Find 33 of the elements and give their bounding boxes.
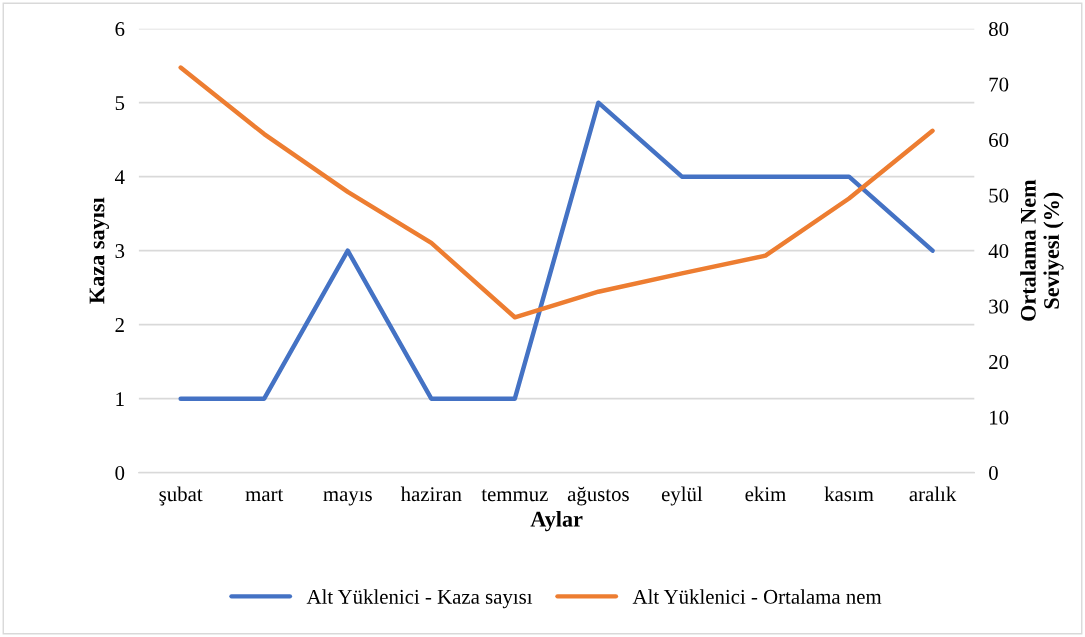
y-tick-label: 6 (115, 22, 125, 37)
x-tick-label: mart (245, 489, 284, 502)
y-tick-label: 0 (115, 466, 125, 481)
y2-tick-label: 30 (989, 299, 1009, 314)
line-series (178, 65, 935, 320)
y2-tick-label: 80 (989, 22, 1009, 37)
x-tick-label: ekim (745, 486, 786, 502)
x-tick-label: eylül (661, 486, 703, 506)
x-tick-label: kasım (824, 486, 874, 502)
x-axis-title: Aylar (530, 511, 583, 532)
x-tick-label: şubat (159, 486, 203, 506)
y2-tick-label: 60 (989, 133, 1009, 148)
y2-tick-label: 40 (988, 244, 1009, 259)
y-tick-label: 4 (114, 170, 125, 184)
y2-tick-label: 70 (989, 77, 1009, 92)
y-tick-label: 1 (116, 392, 124, 406)
y-tick-label: 3 (115, 244, 125, 259)
line-series (178, 100, 935, 401)
x-tick-label: mayıs (323, 491, 372, 506)
x-tick-label: aralık (909, 486, 957, 502)
x-tick-label: haziran (400, 486, 462, 502)
y2-tick-label: 50 (989, 188, 1009, 203)
legend-label: Alt Yüklenici - Ortalama nem (632, 589, 882, 604)
y-tick-label: 5 (115, 96, 125, 111)
y-tick-label: 2 (115, 318, 124, 332)
y2-tick-label: 10 (990, 410, 1009, 425)
x-tick-label: temmuz (481, 489, 548, 502)
y2-tick-label: 20 (989, 355, 1009, 370)
x-tick-label: ağustos (567, 486, 629, 506)
y2-axis-title: Ortalama Nem Seviyesi (%) (1020, 179, 1064, 321)
y2-tick-label: 0 (989, 466, 998, 481)
y-axis-title: Kaza sayısı (89, 197, 110, 304)
legend-label: Alt Yüklenici - Kaza sayısı (306, 589, 533, 609)
